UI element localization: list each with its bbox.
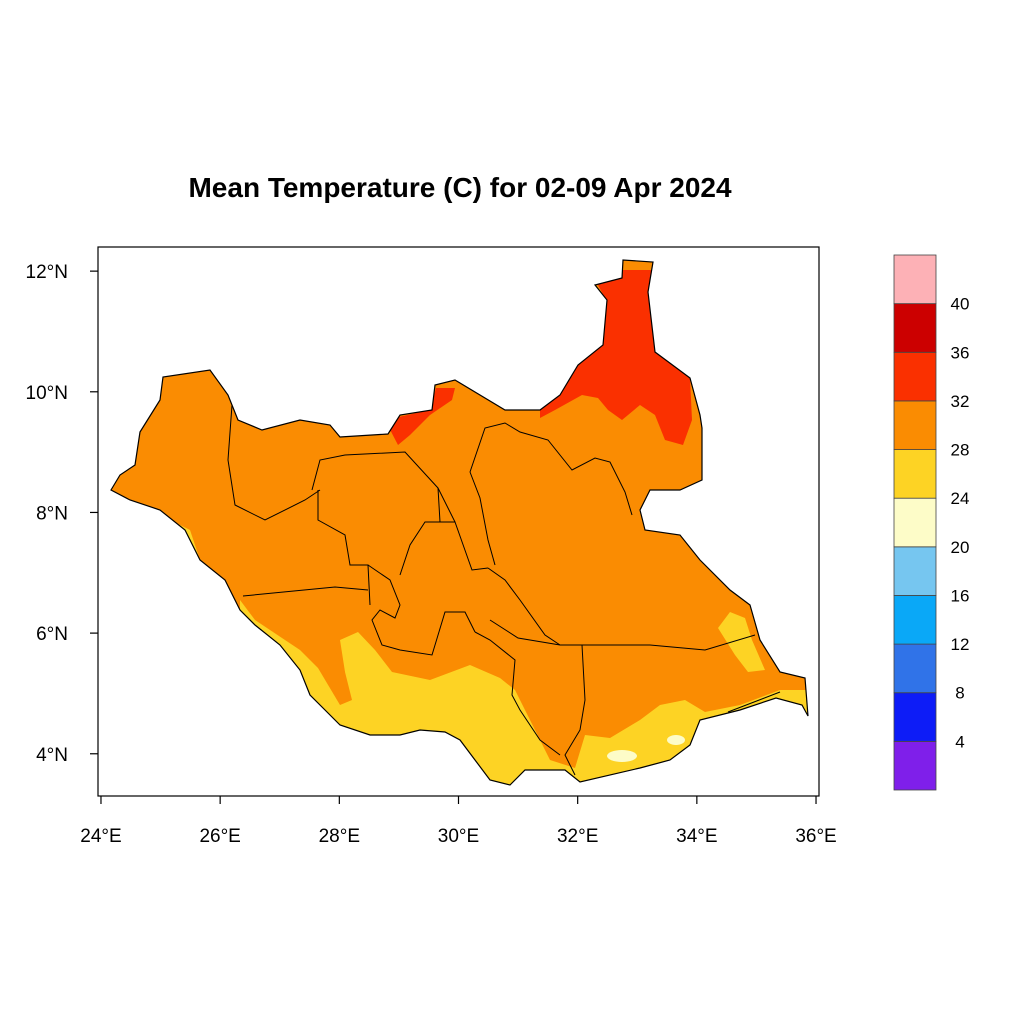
- y-tick-label: 4°N: [36, 745, 68, 766]
- x-tick-label: 32°E: [557, 826, 598, 847]
- colorbar-label: 4: [955, 732, 964, 751]
- colorbar-label: 8: [955, 684, 964, 703]
- colorbar-swatch: [893, 351, 937, 402]
- state-boundaries: [227, 404, 781, 776]
- colorbar-label: 20: [951, 538, 970, 557]
- colorbar-swatch: [893, 449, 937, 499]
- country-border: [110, 259, 809, 786]
- colorbar-swatch: [893, 643, 937, 694]
- y-axis: 4°N 6°N 8°N 10°N 12°N: [26, 262, 98, 766]
- temp-band-24-28-east: [718, 612, 765, 672]
- colorbar-label: 40: [951, 295, 970, 314]
- colorbar-swatch: [893, 740, 937, 791]
- colorbar-swatch: [893, 303, 937, 353]
- colorbar-label: 36: [951, 343, 970, 362]
- colorbar: 4 8 12 16 20 24 28 32 36 40: [893, 254, 970, 791]
- colorbar-swatch: [893, 595, 937, 645]
- y-tick-label: 6°N: [36, 624, 68, 645]
- colorbar-label: 24: [951, 489, 970, 508]
- map-title: Mean Temperature (C) for 02-09 Apr 2024: [188, 172, 732, 203]
- colorbar-label: 32: [951, 392, 970, 411]
- colorbar-label: 28: [951, 441, 970, 460]
- y-tick-label: 8°N: [36, 503, 68, 524]
- temp-band-32-36-west: [385, 388, 455, 445]
- temp-band-28-32-pocket: [318, 640, 352, 705]
- colorbar-swatch: [893, 692, 937, 742]
- x-tick-label: 26°E: [199, 826, 240, 847]
- x-tick-label: 28°E: [319, 826, 360, 847]
- colorbar-swatch: [893, 400, 937, 450]
- x-tick-label: 34°E: [676, 826, 717, 847]
- colorbar-swatch: [893, 497, 937, 548]
- x-axis: 24°E 26°E 28°E 30°E 32°E 34°E 36°E: [80, 796, 837, 847]
- x-tick-label: 30°E: [438, 826, 479, 847]
- colorbar-swatch: [893, 254, 937, 305]
- x-tick-label: 36°E: [795, 826, 836, 847]
- y-tick-label: 10°N: [26, 383, 68, 404]
- colorbar-label: 12: [951, 635, 970, 654]
- colorbar-swatch: [893, 546, 937, 596]
- temp-band-20-24-spot: [607, 750, 637, 762]
- y-tick-label: 12°N: [26, 262, 68, 283]
- temp-band-20-24-spot-2: [667, 735, 685, 745]
- x-tick-label: 24°E: [80, 826, 121, 847]
- colorbar-label: 16: [951, 586, 970, 605]
